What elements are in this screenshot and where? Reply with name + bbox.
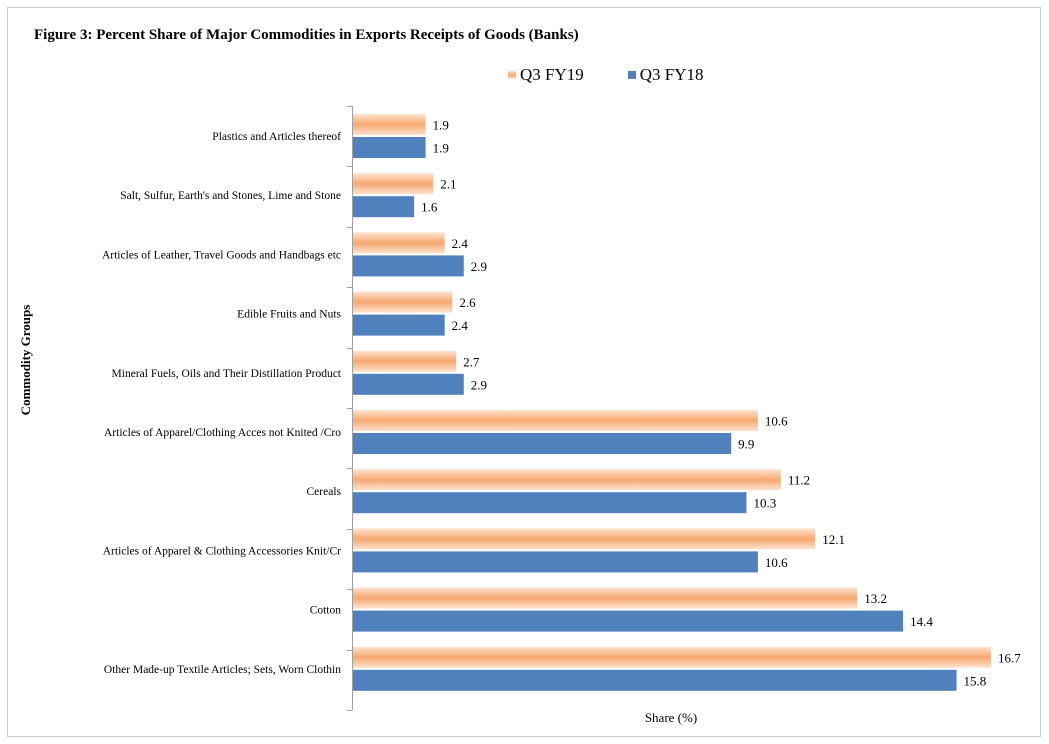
legend-label-q3-fy19: Q3 FY19 (520, 65, 584, 84)
category-label-0: Plastics and Articles thereof (212, 131, 341, 143)
category-label-8: Cotton (310, 605, 342, 617)
legend-item-q3-fy18: Q3 FY18 (627, 65, 704, 85)
data-label-q3-fy18-1: 1.6 (421, 200, 438, 215)
bar-q3-fy19-0 (353, 114, 426, 135)
category-label-6: Cereals (307, 486, 342, 498)
bar-q3-fy18-3 (353, 314, 445, 336)
category-label-4: Mineral Fuels, Oils and Their Distillati… (112, 368, 342, 380)
data-label-q3-fy19-3: 2.6 (459, 295, 476, 310)
data-label-q3-fy19-9: 16.7 (998, 650, 1021, 665)
bar-q3-fy19-7 (353, 528, 816, 550)
bar-q3-fy19-4 (353, 350, 457, 372)
chart-title: Figure 3: Percent Share of Major Commodi… (34, 27, 579, 43)
legend-item-q3-fy19: Q3 FY19 (508, 65, 584, 85)
x-axis-title: Share (%) (644, 710, 698, 725)
bar-q3-fy19-1 (353, 173, 434, 195)
bar-q3-fy19-8 (353, 587, 858, 609)
data-label-q3-fy19-0: 1.9 (433, 118, 449, 133)
bar-q3-fy18-8 (353, 610, 904, 632)
data-label-q3-fy19-4: 2.7 (463, 354, 480, 369)
bar-q3-fy18-6 (353, 492, 747, 514)
bar-q3-fy19-3 (353, 291, 453, 313)
bar-q3-fy19-6 (353, 469, 781, 491)
bar-q3-fy18-7 (353, 551, 758, 573)
data-label-q3-fy19-1: 2.1 (440, 177, 456, 192)
data-label-q3-fy18-6: 10.3 (753, 496, 776, 511)
category-label-5: Articles of Apparel/Clothing Acces not K… (104, 427, 341, 439)
bar-q3-fy19-5 (353, 410, 758, 431)
bar-q3-fy18-2 (353, 255, 464, 277)
category-label-3: Edible Fruits and Nuts (237, 309, 341, 321)
bar-q3-fy18-5 (353, 433, 732, 454)
category-label-2: Articles of Leather, Travel Goods and Ha… (102, 249, 341, 261)
category-label-9: Other Made-up Textile Articles; Sets, Wo… (104, 664, 341, 676)
legend-swatch-q3-fy18 (627, 71, 636, 79)
data-label-q3-fy18-2: 2.9 (471, 259, 487, 274)
legend-label-q3-fy18: Q3 FY18 (639, 65, 704, 84)
data-label-q3-fy19-2: 2.4 (452, 236, 469, 251)
data-label-q3-fy18-8: 14.4 (910, 614, 933, 629)
category-label-1: Salt, Sulfur, Earth's and Stones, Lime a… (120, 190, 341, 202)
bar-q3-fy19-9 (353, 646, 991, 668)
legend: Q3 FY19 Q3 FY18 (508, 64, 704, 86)
bar-q3-fy18-0 (353, 137, 426, 158)
data-label-q3-fy18-5: 9.9 (738, 437, 754, 452)
data-label-q3-fy18-0: 1.9 (433, 141, 449, 156)
bar-q3-fy19-2 (353, 232, 445, 254)
legend-swatch-q3-fy19 (508, 71, 516, 79)
bar-q3-fy18-4 (353, 373, 464, 395)
bar-q3-fy18-9 (353, 669, 957, 691)
data-label-q3-fy19-8: 13.2 (864, 591, 887, 606)
data-label-q3-fy18-7: 10.6 (765, 555, 788, 570)
data-label-q3-fy19-7: 12.1 (822, 532, 845, 547)
data-label-q3-fy18-4: 2.9 (471, 377, 487, 392)
data-label-q3-fy18-3: 2.4 (452, 318, 469, 333)
bar-q3-fy18-1 (353, 196, 415, 218)
data-label-q3-fy19-5: 10.6 (765, 414, 788, 429)
data-label-q3-fy18-9: 15.8 (964, 673, 987, 688)
category-label-7: Articles of Apparel & Clothing Accessori… (103, 545, 341, 557)
data-label-q3-fy19-6: 11.2 (788, 473, 810, 488)
